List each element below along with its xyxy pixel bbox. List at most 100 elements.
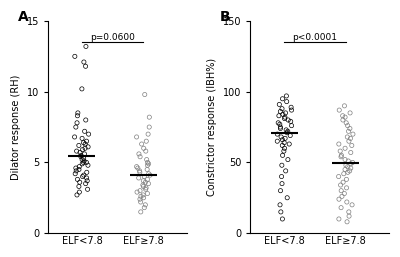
Point [286, 142, 292, 146]
Point [145, 132, 151, 136]
Point [277, 203, 283, 207]
Point [343, 186, 350, 190]
Point [343, 163, 349, 167]
Point [279, 153, 286, 157]
Point [338, 153, 345, 157]
Point [147, 173, 153, 177]
Point [336, 217, 342, 221]
Point [144, 163, 151, 167]
Point [282, 115, 288, 119]
Point [140, 193, 146, 197]
Point [284, 129, 291, 133]
Point [144, 177, 151, 181]
Point [137, 197, 143, 201]
Point [344, 124, 351, 128]
Point [336, 142, 342, 146]
Point [274, 132, 280, 136]
Point [146, 172, 152, 176]
Point [143, 186, 149, 190]
Point [72, 172, 78, 176]
Point [84, 179, 90, 183]
Point [288, 108, 295, 112]
Point [81, 152, 88, 156]
Point [284, 196, 290, 200]
Point [74, 177, 81, 181]
Point [348, 150, 354, 154]
Point [336, 175, 342, 179]
Point [343, 121, 350, 125]
Point [82, 64, 89, 68]
Point [144, 160, 151, 164]
Point [342, 167, 348, 171]
Point [344, 135, 350, 139]
Point [285, 118, 292, 122]
Point [350, 132, 356, 136]
Point [277, 125, 284, 129]
Point [83, 139, 90, 143]
Point [341, 104, 348, 108]
Point [138, 200, 144, 204]
Y-axis label: Constrictor response (IBH%): Constrictor response (IBH%) [207, 58, 217, 196]
Point [80, 156, 87, 160]
Point [278, 210, 284, 214]
Point [134, 166, 141, 170]
Point [338, 155, 344, 159]
Point [81, 159, 87, 163]
Point [146, 162, 152, 166]
Point [138, 194, 144, 198]
Point [285, 158, 291, 162]
Point [136, 152, 142, 156]
Point [136, 169, 143, 173]
Point [284, 131, 290, 135]
Point [276, 102, 282, 106]
Point [73, 125, 79, 129]
Point [134, 190, 140, 194]
Point [143, 139, 150, 143]
Point [140, 184, 147, 188]
Point [274, 139, 280, 143]
Point [340, 114, 346, 118]
Point [75, 111, 81, 115]
Point [337, 183, 344, 187]
Point [82, 146, 88, 150]
Point [146, 125, 152, 129]
Point [345, 129, 352, 133]
Point [74, 193, 80, 197]
Point [277, 189, 284, 193]
Point [82, 129, 88, 133]
Point [281, 146, 288, 150]
Point [279, 138, 286, 142]
Point [336, 197, 342, 201]
Point [78, 153, 84, 157]
Point [142, 180, 148, 184]
Point [282, 136, 288, 140]
Point [337, 149, 343, 153]
Point [137, 189, 143, 193]
Point [79, 148, 86, 152]
Point [344, 200, 350, 204]
Point [279, 107, 285, 111]
Point [348, 143, 355, 148]
Point [278, 135, 284, 139]
Point [84, 187, 91, 191]
Point [146, 115, 152, 119]
Point [342, 158, 348, 162]
Point [346, 169, 353, 173]
Point [74, 114, 81, 118]
Point [279, 97, 286, 101]
Point [346, 139, 352, 143]
Point [281, 116, 288, 121]
Point [78, 155, 84, 159]
Point [140, 196, 147, 200]
Point [338, 206, 344, 210]
Point [282, 111, 289, 115]
Point [81, 60, 87, 64]
Point [276, 114, 282, 118]
Point [71, 135, 78, 139]
Point [340, 172, 347, 176]
Point [281, 141, 287, 145]
Point [76, 167, 82, 171]
Point [83, 160, 90, 164]
Y-axis label: Dilator response (RH): Dilator response (RH) [11, 74, 21, 180]
Point [345, 159, 352, 163]
